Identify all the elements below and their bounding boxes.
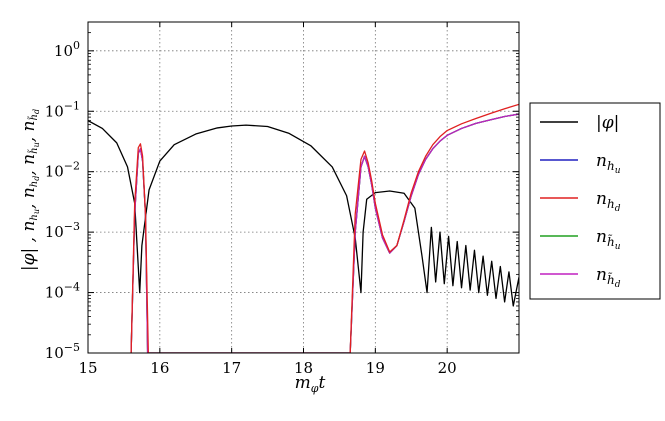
series-line-2 [130, 103, 519, 353]
series-line-4 [130, 113, 519, 353]
legend-label-4: nh̃d [596, 265, 621, 290]
y-axis-title: |φ| , nhu, nhd, nh̃u, nh̃d [19, 109, 41, 271]
x-tick-label: 15 [78, 359, 97, 377]
series-line-3 [130, 113, 519, 353]
y-tick-label: 10−3 [45, 220, 80, 241]
series-layer [88, 103, 519, 353]
y-tick-label: 10−4 [45, 281, 80, 302]
legend-label-0: |φ| [596, 113, 619, 133]
y-tick-label: 10−5 [45, 341, 80, 362]
x-tick-label: 17 [222, 359, 241, 377]
series-line-0 [88, 120, 519, 307]
x-tick-label: 19 [366, 359, 385, 377]
y-ticks: 10−5 10−4 10−3 10−2 10−1 100 [45, 21, 519, 362]
series-line-1 [130, 113, 519, 353]
legend: |φ| nhu nhd nh̃u nh̃d [529, 102, 661, 300]
legend-label-1: nhu [596, 151, 621, 176]
grid [88, 22, 519, 353]
x-ticks: 15 16 17 18 19 20 [78, 22, 457, 377]
x-tick-label: 18 [294, 359, 313, 377]
legend-label-3: nh̃u [596, 227, 621, 252]
x-tick-label: 16 [150, 359, 169, 377]
y-tick-label: 100 [54, 39, 80, 60]
legend-label-2: nhd [596, 189, 621, 214]
x-tick-label: 20 [438, 359, 457, 377]
x-axis-title: mφt [295, 373, 326, 395]
legend-box [529, 102, 661, 300]
y-tick-label: 10−2 [45, 160, 80, 181]
y-tick-label: 10−1 [45, 99, 80, 120]
